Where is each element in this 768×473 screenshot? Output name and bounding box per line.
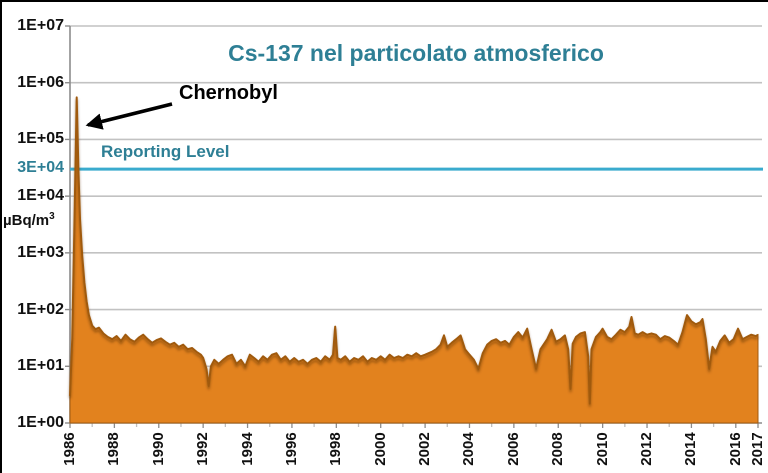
- x-tick-label: 2008: [549, 432, 567, 466]
- x-tick-label: 1994: [238, 432, 256, 466]
- y-tick-label: 1E+05: [17, 130, 64, 148]
- reporting-level-label: Reporting Level: [101, 142, 230, 161]
- y-tick-label: 1E+00: [17, 414, 64, 431]
- x-tick-label: 2017: [749, 432, 766, 466]
- x-tick-label: 2006: [504, 432, 522, 466]
- y-tick-label: 1E+07: [17, 17, 64, 34]
- y-tick-label: 1E+06: [17, 73, 64, 91]
- x-tick-label: 1998: [327, 432, 345, 466]
- x-tick-label: 1988: [105, 432, 123, 466]
- y-axis-unit-label: µBq/m3: [3, 211, 55, 229]
- unit-exponent: 3: [49, 211, 55, 222]
- x-tick-label: 2010: [593, 432, 611, 466]
- x-tick-label: 2004: [460, 432, 478, 466]
- x-tick-label: 2002: [416, 432, 434, 466]
- area-top-edge: [69, 96, 759, 405]
- reporting-level-value: 3E+04: [17, 159, 64, 176]
- y-tick-label: 1E+01: [17, 357, 64, 375]
- x-tick-label: 1996: [282, 432, 300, 466]
- chernobyl-arrow: [85, 102, 173, 130]
- x-tick-label: 2014: [682, 432, 700, 466]
- y-tick-label: 1E+04: [17, 187, 64, 205]
- chart-title: Cs-137 nel particolato atmosferico: [228, 40, 604, 66]
- x-tick-label: 1986: [61, 432, 78, 466]
- x-tick-label: 2000: [371, 432, 389, 466]
- y-tick-label: 1E+03: [17, 243, 64, 261]
- x-tick-label: 2016: [726, 432, 744, 466]
- y-tick-label: 1E+02: [17, 300, 64, 318]
- chernobyl-annotation: Chernobyl: [179, 82, 278, 104]
- unit-base: µBq/m: [3, 212, 50, 229]
- x-tick-label: 1992: [194, 432, 212, 466]
- x-tick-label: 1990: [149, 432, 167, 466]
- x-tick-label: 2012: [638, 432, 656, 466]
